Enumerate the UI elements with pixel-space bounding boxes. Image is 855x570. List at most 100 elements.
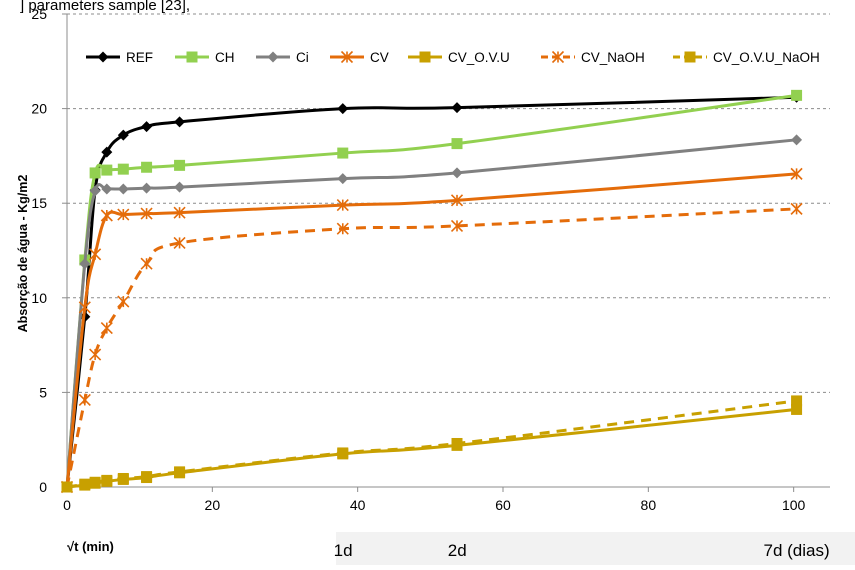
data-point [791, 395, 803, 407]
legend-marker [551, 50, 565, 64]
data-point [141, 161, 153, 173]
data-point [78, 393, 91, 407]
series-line [65, 138, 797, 488]
time-marker-label: 7d (dias) [764, 541, 830, 560]
data-point [337, 147, 349, 159]
x-tick-label: 20 [205, 497, 221, 513]
series-line [65, 207, 797, 488]
series-cv-o-v-u [61, 403, 803, 493]
data-point [117, 472, 129, 484]
legend-label: Ci [296, 50, 309, 65]
series-ci [61, 134, 803, 493]
data-point [117, 295, 130, 308]
legend-item: CV_O.V.U_NaOH [673, 50, 820, 65]
data-point [451, 102, 463, 114]
data-point [336, 199, 349, 212]
data-point [141, 182, 153, 194]
data-point [89, 248, 102, 261]
legend-label: CV_NaOH [581, 50, 645, 65]
legend-label: CV_O.V.U_NaOH [713, 50, 820, 65]
legend-item: CH [175, 50, 235, 65]
data-point [101, 183, 113, 195]
time-marker-band [336, 532, 855, 565]
data-point [101, 164, 113, 176]
data-point [89, 476, 101, 488]
legend-item: Ci [256, 50, 309, 65]
data-point [173, 236, 186, 249]
series-line [66, 399, 797, 489]
time-marker-label: 2d [448, 541, 467, 560]
series-line [65, 172, 797, 488]
data-point [89, 167, 101, 179]
data-point [100, 209, 113, 222]
data-point [336, 222, 349, 235]
data-point [117, 208, 130, 221]
y-tick-label: 10 [31, 290, 47, 306]
data-point [790, 167, 803, 180]
data-point [101, 474, 113, 486]
data-point [117, 183, 129, 195]
legend-item: CV_NaOH [541, 50, 645, 65]
x-tick-label: 0 [63, 497, 71, 513]
legend-marker [186, 51, 198, 63]
legend-marker [97, 51, 109, 63]
legend-marker [340, 50, 354, 64]
legend-item: CV_O.V.U [408, 50, 510, 65]
data-point [451, 437, 463, 449]
data-point [450, 219, 464, 232]
legend-label: REF [126, 50, 153, 65]
legend-marker [267, 51, 279, 63]
x-tick-label: 100 [782, 497, 806, 513]
data-point [337, 103, 349, 115]
data-point [79, 258, 91, 270]
data-point [89, 185, 101, 197]
x-tick-label: 60 [495, 497, 511, 513]
y-axis-label: Absorção de água - Kg/m2 [16, 175, 30, 333]
y-tick-label: 20 [31, 101, 47, 117]
data-point [78, 301, 91, 314]
legend-item: REF [86, 50, 153, 65]
data-point [174, 181, 186, 193]
legend-label: CH [215, 50, 235, 65]
data-point [140, 257, 153, 270]
data-point [100, 322, 113, 335]
y-tick-label: 15 [31, 195, 47, 211]
data-point [790, 202, 803, 215]
x-tick-label: 40 [350, 497, 366, 513]
legend-item: CV [330, 50, 389, 65]
data-point [450, 194, 464, 207]
data-point [173, 206, 186, 219]
data-point [451, 167, 463, 179]
data-point [337, 447, 349, 459]
data-point [791, 403, 803, 415]
x-tick-label: 80 [641, 497, 657, 513]
data-point [174, 466, 186, 478]
series-cv-o-v-u-naoh [61, 395, 803, 493]
series-ref [61, 91, 803, 493]
y-tick-label: 0 [39, 479, 47, 495]
legend-marker [684, 51, 696, 63]
data-point [174, 116, 186, 128]
data-point [337, 173, 349, 185]
data-point [141, 471, 153, 483]
data-point [451, 138, 463, 150]
series-line [65, 95, 797, 488]
data-point [140, 207, 153, 220]
data-point [791, 134, 803, 146]
header-fragment: ] parameters sample [23], [20, 0, 190, 14]
y-tick-label: 5 [39, 384, 47, 400]
data-point [117, 129, 129, 141]
legend-label: CV [370, 50, 389, 65]
data-point [141, 121, 153, 133]
y-tick-label: 25 [31, 6, 47, 22]
data-point [174, 159, 186, 171]
data-point [89, 348, 102, 361]
data-point [61, 481, 73, 493]
series-cv [60, 167, 803, 494]
data-point [791, 89, 803, 101]
legend-marker [419, 51, 431, 63]
series-line [65, 93, 797, 488]
x-axis-label: √t (min) [67, 539, 114, 554]
